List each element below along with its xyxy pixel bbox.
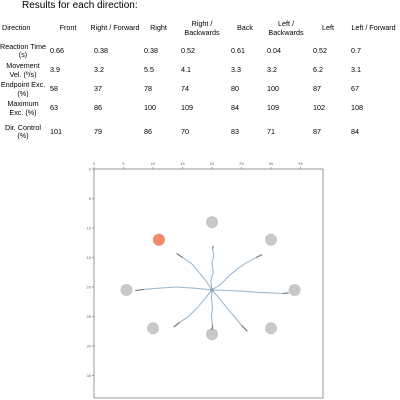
y-tick-label: 0 [89,166,92,171]
table-row: Maximum Exc. (%) 63 86 100 109 84 109 10… [0,99,400,118]
trajectory-end [212,245,214,249]
column-header: Left / Forward [351,23,396,33]
table-cell: 0.52 [313,45,327,55]
table-cell: 79 [94,126,102,136]
table-row: Dir. Control (%) 101 79 86 70 83 71 87 8… [0,118,400,146]
trajectory-end [211,325,214,331]
trajectory-end [173,321,180,328]
table-cell: 0.38 [94,45,108,55]
table-cell: 4.1 [181,65,191,75]
x-tick-label: 30 [269,161,274,166]
target-circle [206,216,218,229]
row-label: Maximum Exc. (%) [7,99,39,117]
table-row: Movement Vel. (º/s) 3.9 3.2 5.5 4.1 3.3 … [0,61,400,80]
x-tick-label: 10 [151,161,156,166]
row-label: Movement Vel. (º/s) [6,61,40,79]
table-cell: 100 [144,103,156,113]
table-cell: 70 [181,126,189,136]
table-cell: 0.04 [267,45,281,55]
target-circle [120,283,133,296]
table-cell: 101 [50,126,62,136]
results-table: Direction Front Right / Forward Right Ri… [0,16,400,146]
table-cell: 3.2 [94,65,104,75]
x-tick-label: 15 [180,161,185,166]
trajectory-path [211,254,263,291]
results-heading: Results for each direction: [22,0,138,11]
table-cell: 6.2 [313,65,323,75]
column-header: Left / Backwards [268,19,304,37]
table-cell: 87 [313,126,321,136]
table-cell: 3.3 [231,65,241,75]
table-cell: 0.66 [50,45,64,55]
table-cell: 58 [50,84,58,94]
table-cell: 3.1 [351,65,361,75]
table-cell: 74 [181,84,189,94]
target-circle [265,233,277,246]
table-row: Endpoint Exc. (%) 58 37 78 74 80 100 87 … [0,80,400,99]
table-cell: 102 [313,103,325,113]
table-cell: 5.5 [144,65,154,75]
y-tick-label: 10 [87,225,92,230]
table-cell: 87 [313,84,321,94]
table-cell: 37 [94,84,102,94]
table-cell: 63 [50,103,58,113]
table-cell: 84 [231,103,239,113]
trajectory-end [282,292,289,295]
y-tick-label: 5 [89,196,92,201]
row-label: Dir. Control (%) [5,122,41,140]
x-tick-label: 20 [210,161,215,166]
trajectory-end [256,254,263,258]
trajectory-path [211,289,289,295]
table-row: Reaction Time (s) 0.66 0.38 0.38 0.52 0.… [0,41,400,61]
x-tick-label: 35 [298,161,303,166]
y-tick-label: 20 [87,284,92,289]
trajectory-end [241,325,248,332]
table-cell: 86 [144,126,152,136]
column-header: Right / Backwards [184,19,220,37]
table-cell: 0.38 [144,45,158,55]
table-cell: 3.9 [50,65,60,75]
target-circle [147,322,159,335]
plot-frame [93,168,324,399]
table-cell: 0.52 [181,45,195,55]
table-cell: 100 [267,84,279,94]
y-tick-label: 15 [87,255,92,260]
target-circle [206,328,218,341]
target-circle [288,283,301,296]
row-label: Reaction Time (s) [0,41,46,59]
column-header: Back [237,23,253,33]
trajectory-end [135,288,145,292]
y-tick-label: 30 [87,343,92,348]
highlighted-target [152,233,165,246]
y-tick-label: 25 [87,314,92,319]
center-point [210,288,214,292]
table-cell: 86 [94,103,102,113]
corner-cell: Direction [2,23,31,33]
table-cell: 83 [231,126,239,136]
x-tick-label: 0 [93,161,96,166]
table-cell: 108 [351,103,363,113]
table-cell: 109 [267,103,279,113]
table-cell: 84 [351,126,359,136]
x-tick-label: 25 [239,161,244,166]
column-header: Right / Forward [90,23,140,33]
x-tick-label: 5 [122,161,125,166]
row-label: Endpoint Exc. (%) [0,80,46,98]
trajectory-plot: 0 5 10 15 20 25 30 35 0 5 10 15 20 25 30 35 [87,161,324,399]
column-header: Left [322,23,334,33]
table-cell: 3.2 [267,65,277,75]
column-header: Front [59,23,77,33]
table-cell: 0.61 [231,45,245,55]
table-cell: 71 [267,126,275,136]
header-row: Direction Front Right / Forward Right Ri… [0,16,400,41]
table-cell: 80 [231,84,239,94]
trajectory-end [176,252,183,258]
y-tick-label: 35 [87,373,92,378]
table-cell: 0.7 [351,45,361,55]
column-header: Right [150,23,167,33]
table-cell: 109 [181,103,193,113]
target-circle [265,322,277,335]
table-cell: 78 [144,84,152,94]
table-cell: 67 [351,84,359,94]
